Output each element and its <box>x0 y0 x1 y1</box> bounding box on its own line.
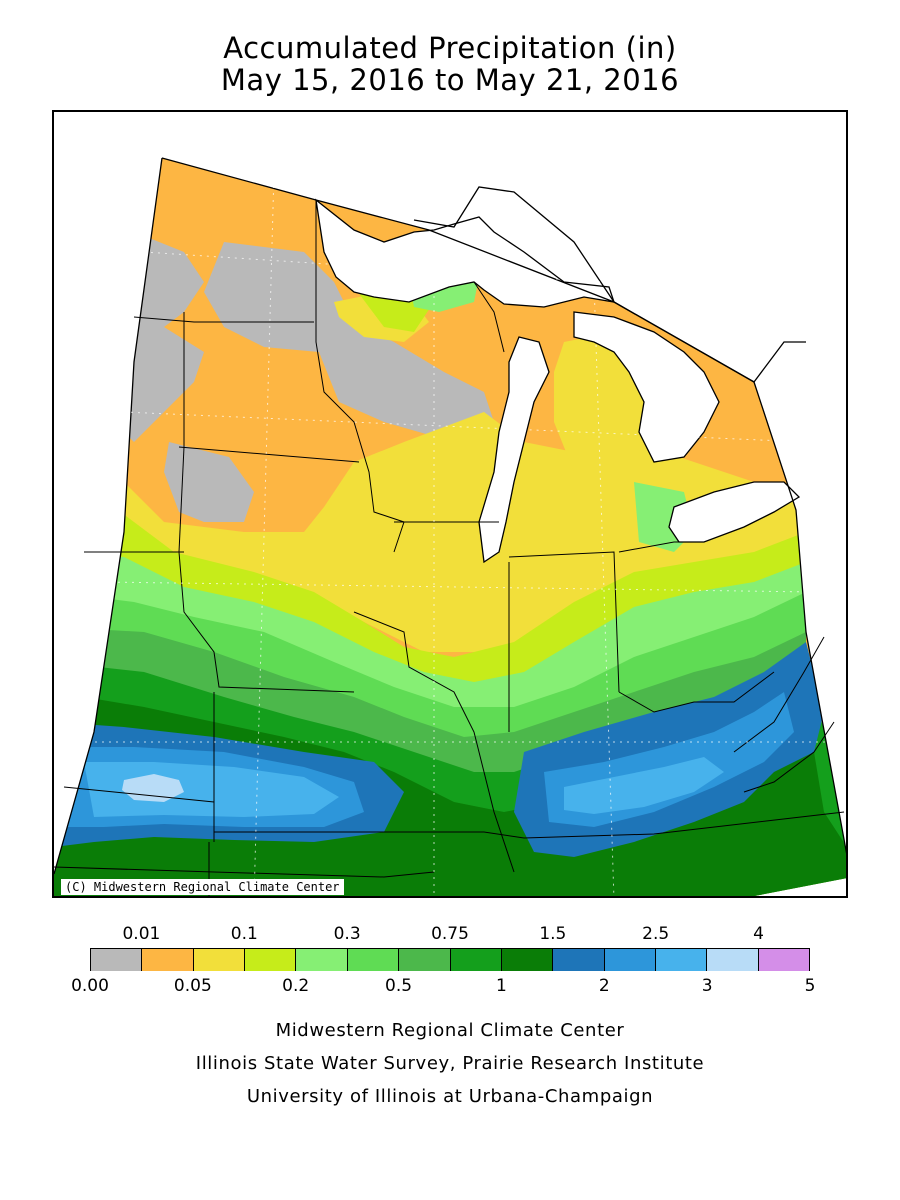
lakes-and-canada <box>162 112 846 562</box>
coast-erie <box>668 481 801 543</box>
legend-upper-label: 0.75 <box>431 924 469 944</box>
border-line <box>63 786 215 803</box>
legend-upper-label: 0.1 <box>230 924 258 944</box>
field-light-blue-max <box>122 774 184 802</box>
field-gray-midwest <box>164 442 254 522</box>
lake-superior <box>316 200 614 307</box>
graticule <box>74 171 834 896</box>
grid-line <box>593 281 615 896</box>
grid-line <box>253 171 275 896</box>
legend-lower-label: 0.00 <box>71 976 109 996</box>
map-canvas <box>54 112 846 896</box>
legend-swatch <box>399 949 451 971</box>
legend-lower-label: 0.05 <box>173 976 212 996</box>
border-line <box>473 281 505 353</box>
lake-michigan <box>479 337 549 562</box>
legend-swatch <box>604 949 656 971</box>
legend-lower-label: 2 <box>598 976 610 996</box>
domain-edge <box>161 157 846 854</box>
legend-swatches <box>90 948 811 971</box>
footer-survey: Illinois State Water Survey, Prairie Res… <box>195 1053 705 1074</box>
border-line <box>508 551 620 693</box>
coast-huron <box>573 311 720 463</box>
legend-swatch <box>553 949 605 971</box>
legend-swatch <box>655 949 708 971</box>
legend-swatch <box>142 949 194 971</box>
legend-lower-label: 0.5 <box>385 976 413 996</box>
border-line <box>743 721 835 793</box>
legend-upper-label: 1.5 <box>539 924 567 944</box>
border-line <box>733 636 825 753</box>
legend-swatch <box>347 949 400 971</box>
legend-lower-label: 1 <box>496 976 507 996</box>
coast-canada <box>413 186 806 383</box>
map-credit: (C) Midwestern Regional Climate Center <box>61 879 344 895</box>
coastlines <box>54 157 846 875</box>
legend-lower-label: 3 <box>701 976 713 996</box>
border-line <box>483 771 515 873</box>
color-legend: 0.01 0.1 0.3 0.75 1.5 2.5 4 0.00 0.05 0.2 0.5 1 2 3 5 <box>0 920 900 1000</box>
legend-upper-label: 4 <box>753 924 764 944</box>
legend-swatch <box>501 949 554 971</box>
map-title: Accumulated Precipitation (in) <box>223 31 677 65</box>
footer-org: Midwestern Regional Climate Center <box>275 1020 625 1041</box>
precipitation-map: (C) Midwestern Regional Climate Center <box>52 110 848 898</box>
grid-line <box>123 411 807 443</box>
legend-upper-label: 0.3 <box>333 924 361 944</box>
legend-swatch <box>245 949 297 971</box>
border-line <box>178 446 360 463</box>
legend-upper-label: 0.01 <box>122 924 161 944</box>
border-line <box>178 446 185 553</box>
border-line <box>214 811 845 839</box>
legend-swatch <box>707 949 759 971</box>
border-line <box>315 200 405 553</box>
legend-swatch <box>296 949 348 971</box>
coast-michigan <box>478 336 550 564</box>
domain-edge <box>54 157 163 875</box>
field-blue-east-core <box>564 757 724 814</box>
canada-white <box>162 112 846 382</box>
border-line <box>54 866 435 878</box>
legend-swatch <box>90 949 143 971</box>
border-line <box>133 316 314 323</box>
legend-lower-label: 0.2 <box>282 976 310 996</box>
state-borders <box>54 200 845 896</box>
footer-university: University of Illinois at Urbana-Champai… <box>246 1086 654 1107</box>
border-line <box>178 551 355 693</box>
legend-swatch <box>758 949 811 971</box>
legend-lower-label: 5 <box>804 976 816 996</box>
map-date-range: May 15, 2016 to May 21, 2016 <box>220 63 680 97</box>
field-gray-upper <box>204 242 494 442</box>
border-line <box>618 671 775 713</box>
legend-swatch <box>193 949 246 971</box>
legend-swatch <box>450 949 502 971</box>
border-line <box>353 611 485 773</box>
legend-upper-label: 2.5 <box>642 924 670 944</box>
